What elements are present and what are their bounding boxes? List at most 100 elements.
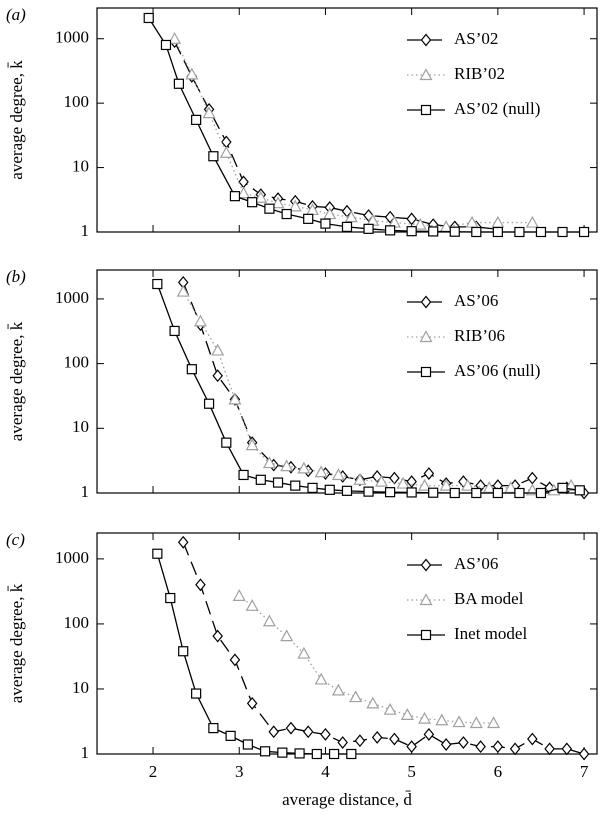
marker-diamond xyxy=(406,740,417,754)
marker-square xyxy=(406,226,417,237)
y-tick-label: 10 xyxy=(72,417,89,436)
y-tick-label: 1000 xyxy=(55,548,89,567)
marker-square xyxy=(324,484,335,495)
marker-square xyxy=(574,485,585,496)
marker-square xyxy=(557,226,568,238)
y-tick-label: 1 xyxy=(81,221,90,240)
marker-triangle xyxy=(487,716,501,729)
marker-square xyxy=(346,748,357,760)
marker-diamond xyxy=(492,740,504,754)
panel-label: (c) xyxy=(6,530,25,549)
marker-triangle xyxy=(331,683,345,696)
marker-triangle xyxy=(245,599,259,611)
marker-triangle xyxy=(419,330,433,343)
marker-diamond xyxy=(420,295,432,309)
plot-frame xyxy=(96,7,598,233)
panel: (c) average degree, k̄ average distance, d… xyxy=(6,530,598,809)
x-tick-label: 7 xyxy=(580,762,589,781)
legend-label: RIB’06 xyxy=(454,326,505,345)
marker-diamond xyxy=(420,558,432,572)
marker-square xyxy=(165,592,176,604)
marker-square xyxy=(191,688,202,699)
marker-triangle xyxy=(366,696,380,709)
x-axis-label: average distance, d̄ xyxy=(282,790,412,809)
marker-diamond xyxy=(423,727,435,741)
marker-diamond xyxy=(420,33,432,47)
marker-triangle xyxy=(314,672,328,685)
marker-diamond xyxy=(212,629,223,643)
marker-square xyxy=(238,469,249,481)
marker-diamond xyxy=(475,740,486,754)
marker-square xyxy=(514,226,525,238)
marker-triangle xyxy=(323,207,337,220)
marker-square xyxy=(535,226,547,238)
marker-diamond xyxy=(440,738,452,751)
marker-square xyxy=(428,226,439,237)
x-tick-label: 6 xyxy=(494,762,503,781)
marker-triangle xyxy=(219,145,233,158)
marker-triangle xyxy=(228,392,242,405)
marker-square xyxy=(191,114,202,125)
marker-triangle xyxy=(331,468,345,481)
marker-triangle xyxy=(202,106,216,119)
marker-triangle xyxy=(168,31,182,44)
marker-diamond xyxy=(527,471,538,485)
legend-label: AS’06 xyxy=(454,554,498,573)
marker-triangle xyxy=(353,473,367,485)
marker-square xyxy=(208,151,219,162)
marker-square xyxy=(242,739,253,750)
marker-diamond xyxy=(246,696,258,710)
panel: (b) average degree, k̄ 1 10 100 1000 AS’06 RIB’… xyxy=(6,267,598,501)
marker-triangle xyxy=(254,191,268,203)
marker-square xyxy=(320,218,331,229)
y-axis-label: average degree, k̄ xyxy=(7,583,26,703)
marker-square xyxy=(203,398,215,409)
marker-triangle xyxy=(280,629,294,642)
y-tick-label: 10 xyxy=(72,678,89,697)
legend-label: Inet model xyxy=(454,624,527,643)
marker-square xyxy=(578,226,590,238)
marker-square xyxy=(152,548,163,559)
y-tick-label: 1000 xyxy=(55,288,89,307)
marker-diamond xyxy=(578,747,590,761)
marker-diamond xyxy=(406,212,417,226)
plot-frame xyxy=(96,532,598,755)
marker-square xyxy=(294,748,305,759)
marker-triangle xyxy=(383,702,397,715)
panel-label: (b) xyxy=(6,267,26,286)
marker-diamond xyxy=(177,535,189,549)
marker-square xyxy=(471,226,482,238)
marker-diamond xyxy=(320,727,331,741)
marker-square xyxy=(449,487,460,499)
marker-triangle xyxy=(245,438,259,451)
y-tick-label: 10 xyxy=(72,156,89,175)
marker-diamond xyxy=(423,467,435,480)
marker-square xyxy=(178,646,189,657)
marker-triangle xyxy=(211,343,225,356)
series-line xyxy=(174,41,498,230)
marker-square xyxy=(186,364,197,375)
marker-triangle xyxy=(452,715,466,728)
marker-square xyxy=(260,746,271,757)
marker-square xyxy=(290,480,301,491)
marker-square xyxy=(420,366,432,378)
marker-diamond xyxy=(285,721,297,735)
marker-triangle xyxy=(469,716,483,729)
marker-triangle xyxy=(193,314,207,327)
marker-triangle xyxy=(262,614,276,627)
marker-square xyxy=(307,482,318,493)
series-line xyxy=(182,291,572,491)
marker-triangle xyxy=(280,459,294,472)
marker-square xyxy=(225,730,236,741)
marker-triangle xyxy=(461,478,475,491)
marker-square xyxy=(492,226,503,238)
marker-triangle xyxy=(418,711,432,724)
marker-diamond xyxy=(371,730,383,744)
x-tick-label: 4 xyxy=(321,762,330,781)
marker-square xyxy=(272,477,284,488)
marker-diamond xyxy=(406,475,417,489)
marker-square xyxy=(143,12,154,24)
marker-diamond xyxy=(195,578,206,592)
marker-square xyxy=(471,487,482,499)
marker-square xyxy=(363,223,374,234)
